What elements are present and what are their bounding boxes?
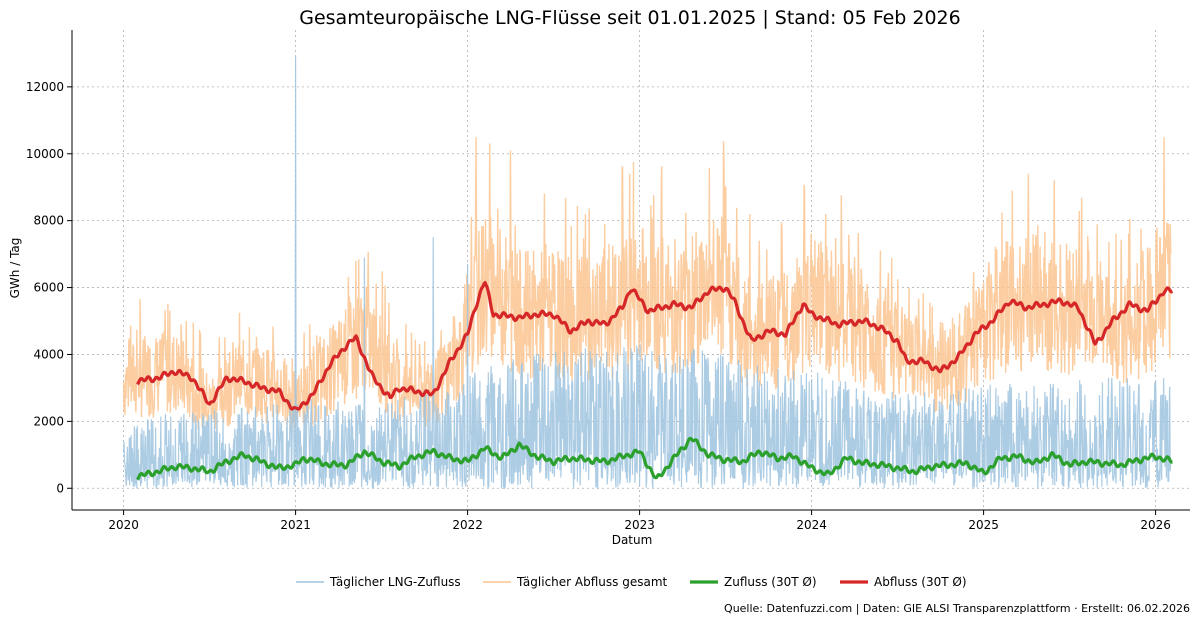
plot-area	[122, 56, 1174, 491]
y-tick-label: 4000	[33, 347, 64, 361]
x-tick-label: 2024	[796, 518, 827, 532]
x-tick-label: 2021	[280, 518, 311, 532]
source-footer: Quelle: Datenfuzzi.com | Daten: GIE ALSI…	[724, 602, 1190, 615]
legend-label: Täglicher Abfluss gesamt	[516, 575, 668, 589]
y-axis-label: GWh / Tag	[8, 238, 22, 299]
y-ticks: 0 2000 4000 6000 8000 10000 12000	[26, 80, 72, 495]
y-tick-label: 10000	[26, 147, 64, 161]
chart-title: Gesamteuropäische LNG-Flüsse seit 01.01.…	[299, 7, 960, 29]
x-tick-label: 2020	[108, 518, 139, 532]
series-outflow-30d-avg	[136, 281, 1174, 411]
x-tick-label: 2025	[968, 518, 999, 532]
legend-label: Abfluss (30T Ø)	[874, 575, 967, 589]
y-tick-label: 12000	[26, 80, 64, 94]
axes	[71, 30, 1190, 511]
legend-label: Täglicher LNG-Zufluss	[329, 575, 461, 589]
legend-label: Zufluss (30T Ø)	[724, 575, 817, 589]
x-ticks: 2020 2021 2022 2023 2024 2025 2026	[108, 510, 1171, 532]
y-tick-label: 8000	[33, 214, 64, 228]
legend: Täglicher LNG-Zufluss Täglicher Abfluss g…	[296, 575, 967, 589]
x-tick-label: 2023	[624, 518, 655, 532]
x-tick-label: 2026	[1140, 518, 1171, 532]
y-tick-label: 2000	[33, 414, 64, 428]
x-axis-label: Datum	[612, 533, 653, 547]
series-inflow-30d-avg	[136, 436, 1173, 481]
x-tick-label: 2022	[452, 518, 483, 532]
series-daily-outflow	[122, 136, 1172, 433]
y-tick-label: 0	[56, 481, 64, 495]
y-tick-label: 6000	[33, 281, 64, 295]
